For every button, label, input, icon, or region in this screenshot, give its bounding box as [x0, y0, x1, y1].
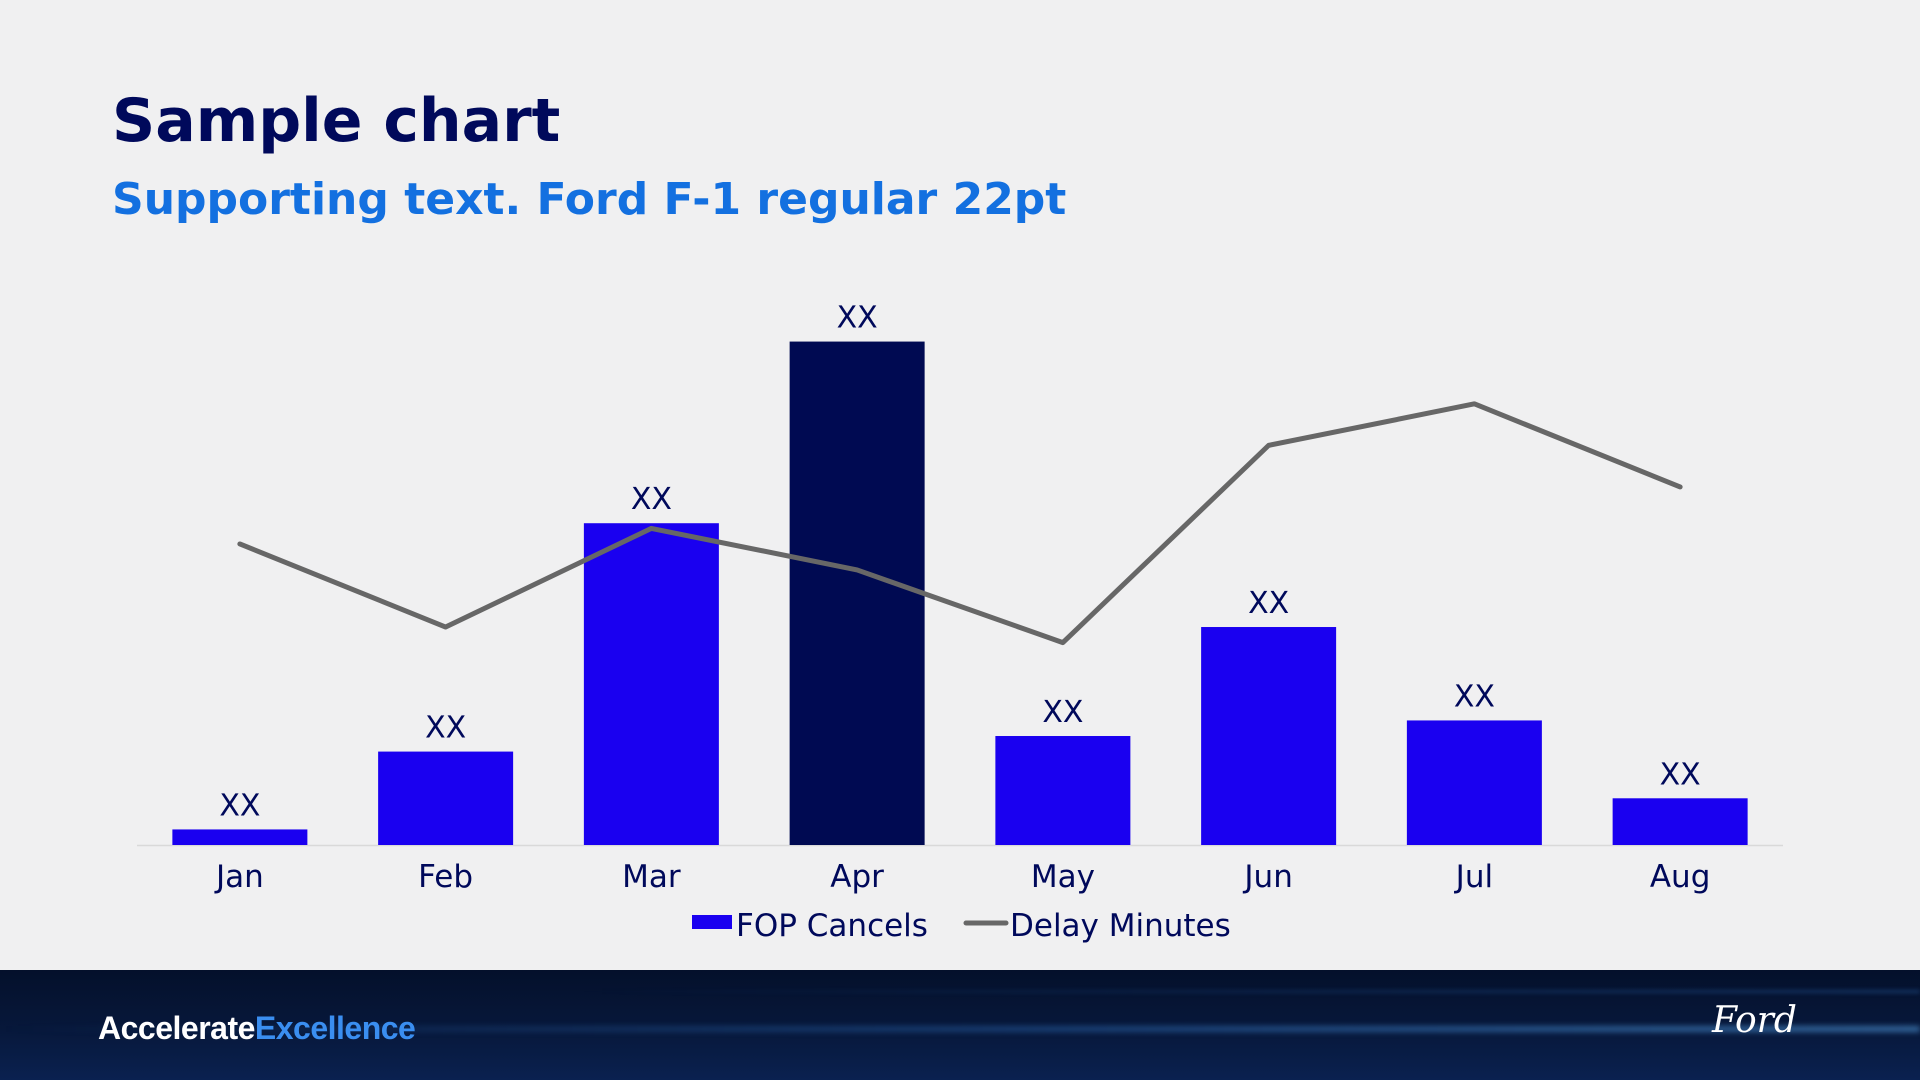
brand-part-1: Accelerate — [98, 1010, 255, 1046]
data-label: XX — [837, 301, 878, 336]
bar-apr — [789, 341, 925, 845]
x-tick-label: May — [1031, 859, 1095, 895]
x-tick-label: Jun — [1242, 859, 1292, 895]
x-tick-label: Feb — [418, 859, 473, 895]
page-subtitle: Supporting text. Ford F-1 regular 22pt — [112, 174, 1067, 225]
bar-mar — [583, 523, 719, 845]
bar-jul — [1406, 720, 1542, 845]
bar-feb — [378, 751, 514, 845]
data-label: XX — [1042, 695, 1083, 730]
ford-logo: Ford — [1712, 1000, 1797, 1041]
data-label: XX — [219, 788, 260, 823]
brand-wordmark: AccelerateExcellence — [98, 1010, 416, 1047]
legend-swatch-fop-cancels — [692, 915, 732, 929]
delay-minutes-line — [237, 401, 1683, 646]
x-tick-label: Jul — [1454, 859, 1493, 895]
data-label: XX — [1660, 757, 1701, 792]
data-label: XX — [1248, 586, 1289, 621]
footer-bar: AccelerateExcellence Ford — [0, 970, 1920, 1080]
data-label: XX — [631, 482, 672, 517]
data-label: XX — [1454, 679, 1495, 714]
brand-part-2: Excellence — [254, 1010, 416, 1046]
data-label: XX — [425, 711, 466, 746]
footer-glow-line — [0, 990, 1920, 993]
bar-aug — [1612, 798, 1748, 845]
legend-label-fop-cancels: FOP Cancels — [736, 908, 928, 944]
x-tick-label: Apr — [830, 859, 884, 895]
x-tick-label: Mar — [622, 859, 681, 895]
footer-glow-line — [0, 1026, 1920, 1032]
page-title: Sample chart — [112, 86, 561, 156]
x-tick-label: Aug — [1650, 859, 1711, 895]
bar-jan — [172, 829, 308, 845]
bar-jun — [1201, 627, 1337, 845]
combo-chart: XX XX XX XX XX XX XX XX Jan Feb Mar Apr May Jun Jul Aug… — [137, 301, 1783, 944]
bar-may — [995, 736, 1131, 845]
x-tick-label: Jan — [214, 859, 264, 895]
legend-label-delay-minutes: Delay Minutes — [1010, 908, 1231, 944]
